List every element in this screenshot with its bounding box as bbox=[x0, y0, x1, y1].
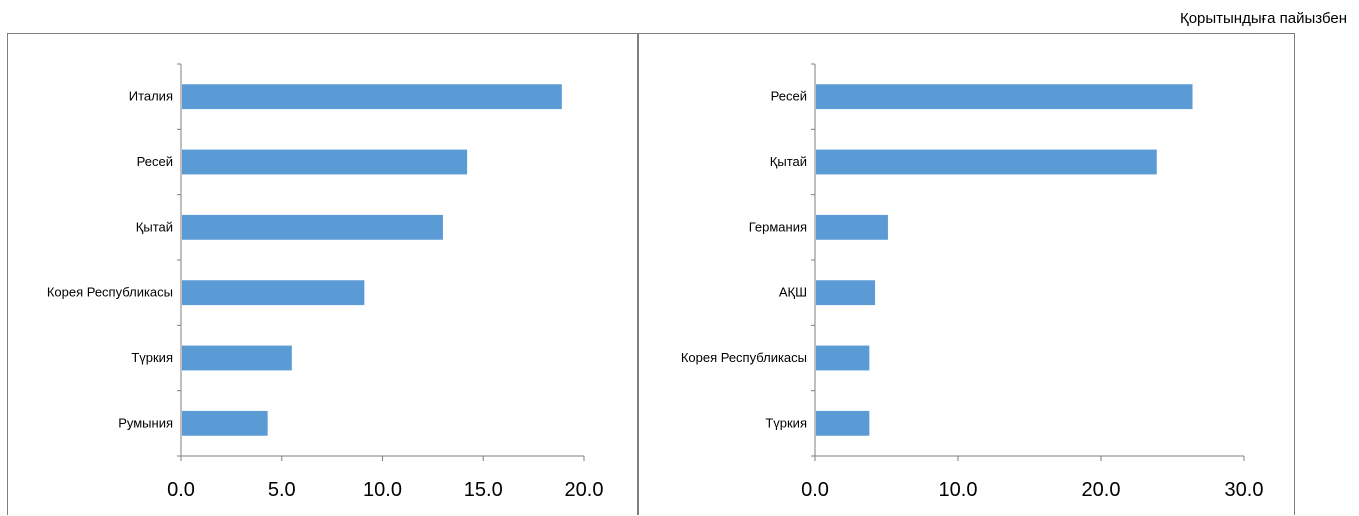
right-bar bbox=[816, 149, 1157, 175]
left-tick-label: 0.0 bbox=[167, 479, 195, 501]
right-category-label: Қытай bbox=[770, 154, 807, 169]
right-tick-label: 10.0 bbox=[939, 479, 978, 501]
left-tick-label: 15.0 bbox=[464, 479, 503, 501]
left-category-label: Қытай bbox=[136, 219, 173, 234]
right-category-label: Корея Республикасы bbox=[681, 350, 807, 365]
bar-chart-left: Италия Ресей Қытай Корея Республикасы Түркия… bbox=[47, 63, 604, 501]
left-tick-label: 10.0 bbox=[363, 479, 402, 501]
right-bar bbox=[816, 84, 1193, 110]
right-category-label: Түркия bbox=[765, 415, 807, 430]
unit-note: Қорытындыға пайызбен bbox=[1179, 10, 1347, 27]
left-category-label: Ресей bbox=[137, 154, 173, 169]
left-bar bbox=[182, 149, 468, 175]
right-tick-label: 20.0 bbox=[1082, 479, 1121, 501]
left-category-label: Корея Республикасы bbox=[47, 285, 173, 300]
left-category-label: Италия bbox=[129, 89, 173, 104]
left-category-label: Румыния bbox=[118, 415, 173, 430]
right-category-label: Германия bbox=[749, 219, 807, 234]
right-bar bbox=[816, 410, 870, 436]
bar-chart-right: Ресей Қытай Германия АҚШ Корея Республикасы Т… bbox=[681, 63, 1264, 501]
left-category-label: Түркия bbox=[131, 350, 173, 365]
right-category-label: АҚШ bbox=[779, 285, 807, 300]
left-tick-label: 20.0 bbox=[565, 479, 604, 501]
right-bar bbox=[816, 345, 870, 371]
chart-panel-right: Ресей Қытай Германия АҚШ Корея Республикасы Т… bbox=[638, 33, 1295, 515]
left-bar bbox=[182, 214, 443, 240]
right-tick-label: 30.0 bbox=[1225, 479, 1264, 501]
left-bar bbox=[182, 280, 365, 306]
left-bar bbox=[182, 410, 268, 436]
left-bar bbox=[182, 345, 292, 371]
right-bar bbox=[816, 280, 876, 306]
right-category-label: Ресей bbox=[771, 89, 807, 104]
right-bar bbox=[816, 214, 888, 240]
chart-panel-left: Италия Ресей Қытай Корея Республикасы Түркия… bbox=[7, 33, 638, 515]
left-tick-label: 5.0 bbox=[268, 479, 296, 501]
left-bar bbox=[182, 84, 562, 110]
right-tick-label: 0.0 bbox=[801, 479, 829, 501]
